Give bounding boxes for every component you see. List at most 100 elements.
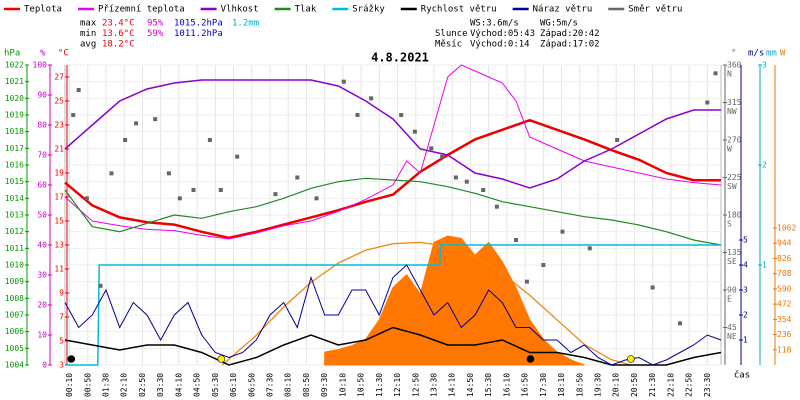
stat-text: min — [80, 29, 96, 39]
y-tick-label: 80 — [37, 121, 47, 130]
y-tick-label: 315 — [727, 98, 742, 107]
y-tick-label: 236 — [777, 330, 792, 339]
y-tick-label: 25 — [54, 97, 64, 106]
wind-direction-point — [514, 238, 518, 242]
x-tick-label: 08:10 — [284, 373, 293, 397]
y-tick-label: 1016 — [5, 161, 24, 170]
stat-text: 1011.2hPa — [174, 29, 223, 39]
wind-direction-point — [134, 121, 139, 126]
y-tick-label: 354 — [777, 315, 792, 324]
axis-unit: hPa — [4, 49, 20, 59]
x-tick-label: 10:10 — [338, 373, 347, 397]
wind-direction-point — [678, 321, 682, 326]
y-tick-label: 60 — [37, 181, 47, 190]
y-tick-label: 1020 — [5, 94, 24, 103]
y-tick-label: 1008 — [5, 294, 24, 303]
axis-unit: % — [40, 49, 46, 59]
wind-direction-point — [399, 113, 404, 117]
sun-moon-event — [526, 355, 535, 363]
y-tick-label: 472 — [777, 300, 792, 309]
y-tick-label: 1013 — [5, 211, 24, 220]
wind-direction-point — [295, 175, 300, 180]
y-tick-label: 1004 — [5, 361, 24, 370]
series-line — [64, 177, 722, 246]
y-tick-label: 70 — [37, 151, 47, 160]
y-tick-label: 90 — [37, 91, 47, 100]
y-tick-label: 19 — [54, 169, 64, 178]
wind-direction-point — [71, 113, 76, 117]
sun-moon-event — [217, 355, 226, 363]
info-text: Měsíc — [435, 40, 462, 50]
stat-text: 23.4°C — [102, 19, 135, 29]
y-tick-label: 2 — [743, 311, 748, 320]
wind-direction-point — [98, 283, 103, 288]
y-tick-label: 5 — [59, 337, 64, 346]
direction-label: NW — [727, 107, 737, 116]
stat-text: 59% — [147, 29, 164, 39]
wind-direction-point — [440, 154, 445, 159]
wind-direction-point — [494, 204, 499, 209]
y-tick-label: 30 — [37, 271, 47, 280]
x-tick-label: 01:30 — [102, 373, 111, 397]
y-tick-label: 3 — [762, 61, 767, 70]
wind-direction-point — [412, 129, 417, 134]
legend-label: Směr větru — [628, 5, 682, 15]
y-tick-label: 5 — [743, 236, 748, 245]
y-tick-label: 1017 — [5, 144, 24, 153]
x-tick-label: 14:50 — [466, 373, 475, 397]
x-tick-label: 03:30 — [156, 373, 165, 397]
y-tick-label: 270 — [727, 136, 742, 145]
wind-direction-point — [650, 285, 655, 290]
legend-label: Tlak — [295, 5, 317, 15]
wind-direction-point — [615, 138, 620, 142]
solar-area — [324, 235, 585, 366]
wind-direction-point — [273, 192, 278, 197]
wind-direction-point — [235, 154, 240, 159]
legend-label: Vlhkost — [221, 5, 259, 15]
solar-theory — [221, 241, 631, 366]
x-tick-label: 14:10 — [448, 373, 457, 397]
y-tick-label: 7 — [59, 313, 64, 322]
chart-title: 4.8.2021 — [371, 51, 429, 65]
x-tick-label: 04:50 — [193, 373, 202, 397]
direction-label: SW — [727, 182, 737, 191]
wind-direction-point — [166, 171, 171, 176]
x-tick-label: 06:10 — [229, 373, 238, 397]
y-tick-label: 50 — [37, 211, 47, 220]
stat-text: 1.2mm — [232, 19, 259, 29]
x-tick-label: 05:30 — [211, 373, 220, 397]
y-tick-label: 1007 — [5, 311, 24, 320]
x-tick-label: 13:30 — [430, 373, 439, 397]
stat-text: 95% — [147, 19, 164, 29]
x-tick-label: 04:10 — [174, 373, 183, 397]
wind-direction-point — [355, 113, 360, 117]
y-tick-label: 13 — [54, 241, 64, 250]
y-tick-label: 0 — [42, 361, 47, 370]
x-tick-label: 02:50 — [138, 373, 147, 397]
x-tick-label: 10:50 — [357, 373, 366, 397]
y-tick-label: 27 — [54, 73, 64, 82]
wind-direction-point — [314, 196, 319, 201]
plot — [64, 64, 722, 366]
series-line — [64, 264, 722, 366]
x-tick-label: 07:30 — [266, 373, 275, 397]
wind-direction-point — [123, 138, 128, 142]
y-tick-label: 118 — [777, 345, 792, 354]
x-tick-label: 02:10 — [120, 373, 129, 397]
info-text: Slunce — [435, 29, 468, 39]
y-tick-label: 3 — [59, 361, 64, 370]
axis-unit: °C — [58, 49, 69, 59]
y-tick-label: 1 — [762, 261, 767, 270]
wind-direction-point — [587, 246, 592, 251]
axis-unit: m/s — [748, 49, 764, 59]
x-tick-label: 09:30 — [320, 373, 329, 397]
wind-direction-point — [341, 79, 346, 84]
legend-label: Teplota — [24, 5, 62, 15]
stat-text: 18.2°C — [102, 40, 135, 50]
x-tick-label: 00:10 — [65, 373, 74, 397]
y-tick-label: 1006 — [5, 327, 24, 336]
wind-direction-point — [153, 117, 158, 122]
legend-label: Srážky — [352, 5, 385, 15]
wind-direction-point — [464, 179, 469, 184]
x-tick-label: 23:30 — [703, 373, 712, 397]
